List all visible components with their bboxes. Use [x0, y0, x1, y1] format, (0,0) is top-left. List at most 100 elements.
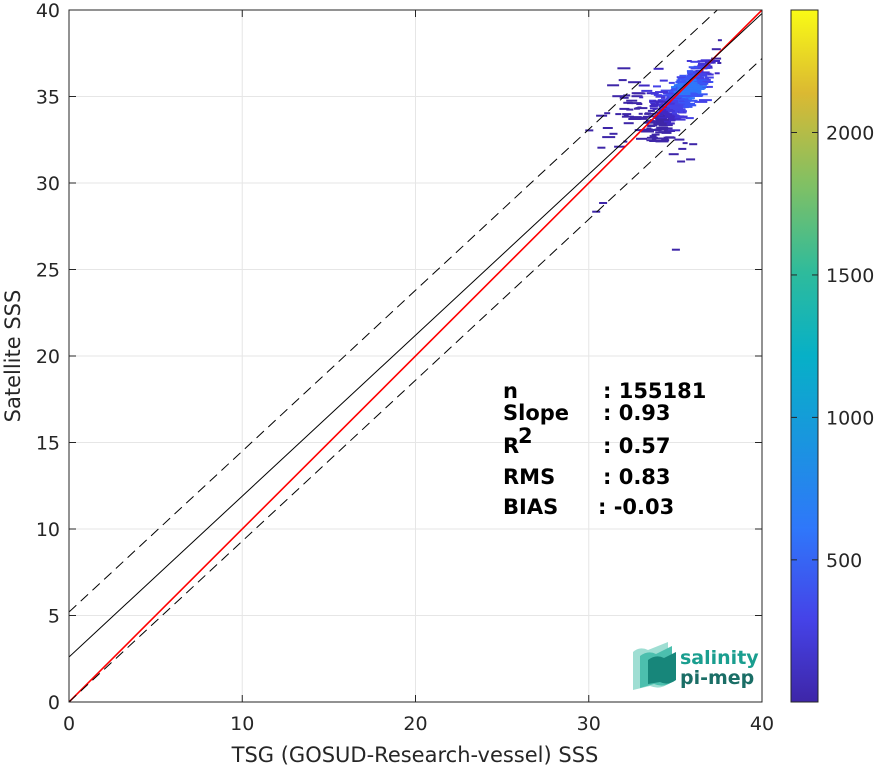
- density-cell: [637, 106, 642, 109]
- density-cell: [667, 115, 676, 118]
- density-cell: [681, 95, 693, 97]
- density-cell: [639, 130, 646, 132]
- density-cell: [676, 79, 681, 82]
- density-cell: [711, 48, 721, 51]
- density-cell: [647, 112, 657, 115]
- density-cell: [623, 101, 633, 104]
- density-cell: [687, 81, 698, 84]
- density-cell: [664, 120, 671, 123]
- density-cell: [666, 123, 671, 126]
- density-cell: [653, 120, 658, 123]
- density-cell: [661, 112, 670, 115]
- density-cell: [671, 86, 676, 89]
- density-cell: [650, 92, 656, 94]
- density-cell: [682, 78, 692, 81]
- density-cell: [694, 81, 703, 84]
- density-cell: [612, 95, 625, 98]
- density-cell: [660, 127, 673, 130]
- density-cell: [655, 120, 666, 123]
- density-cell: [674, 138, 685, 141]
- density-cell: [646, 92, 654, 95]
- density-cell: [626, 108, 634, 111]
- density-cell: [647, 109, 655, 112]
- density-cell: [652, 108, 657, 110]
- density-cell: [674, 92, 679, 95]
- density-cell: [637, 116, 648, 119]
- density-cell: [621, 115, 634, 118]
- density-cell: [617, 67, 631, 70]
- density-cell: [674, 104, 684, 107]
- density-cell: [666, 105, 679, 108]
- density-cell: [659, 99, 667, 102]
- density-cell: [670, 100, 678, 102]
- density-cell: [619, 96, 629, 99]
- y-tick-label: 10: [36, 519, 60, 541]
- density-cell: [641, 89, 653, 92]
- density-cell: [689, 70, 699, 73]
- colorbar-tick-label: 1500: [826, 265, 874, 287]
- density-cell: [667, 129, 681, 132]
- line-1:1: [69, 10, 762, 702]
- colorbar-tick-label: 1000: [826, 407, 874, 429]
- density-cell: [661, 94, 666, 97]
- x-tick-label: 30: [577, 713, 601, 735]
- density-cell: [658, 131, 666, 134]
- stat-value: : 0.57: [603, 434, 671, 458]
- density-cell: [609, 132, 618, 135]
- density-cell: [626, 99, 638, 102]
- density-cell: [658, 114, 664, 117]
- density-cell: [690, 67, 702, 70]
- density-cell: [700, 85, 713, 88]
- density-cell: [650, 101, 656, 104]
- density-cell: [653, 67, 664, 70]
- density-cell: [628, 81, 642, 84]
- density-cell: [697, 60, 704, 63]
- density-cell: [592, 210, 601, 213]
- logo-line1: salinity: [680, 647, 759, 669]
- density-cell: [682, 90, 689, 93]
- density-cell: [682, 105, 693, 108]
- density-cell: [655, 95, 666, 98]
- density-cell: [596, 114, 608, 117]
- y-tick-label: 20: [36, 346, 60, 368]
- density-cell: [693, 88, 705, 90]
- density-cell: [667, 110, 675, 113]
- density-cell: [679, 110, 684, 113]
- density-cell: [717, 62, 722, 64]
- density-cell: [678, 91, 685, 94]
- line-fit: [69, 13, 762, 658]
- density-cell: [692, 79, 700, 82]
- density-cell: [698, 99, 712, 102]
- y-tick-label: 5: [48, 606, 60, 628]
- density-cell: [684, 85, 695, 88]
- density-cell: [696, 73, 706, 76]
- y-tick-label: 30: [36, 173, 60, 195]
- density-cell: [631, 95, 643, 98]
- density-cell: [686, 158, 696, 161]
- density-cell: [657, 118, 669, 121]
- regression-lines: [69, 10, 762, 702]
- density-cell: [666, 108, 674, 111]
- line-lower: [69, 58, 762, 702]
- density-cell: [659, 124, 671, 126]
- density-cell: [659, 79, 668, 82]
- density-cell: [651, 136, 657, 139]
- density-cell: [628, 118, 642, 120]
- stat-label: BIAS: [503, 495, 558, 519]
- density-cell: [653, 123, 662, 126]
- density-cell: [641, 130, 654, 133]
- density-cell: [614, 145, 626, 148]
- density-cell: [623, 140, 628, 143]
- density-cell: [653, 94, 662, 97]
- density-cell: [674, 95, 683, 98]
- line-upper: [69, 10, 719, 613]
- density-cell: [636, 137, 647, 140]
- density-cell: [679, 96, 686, 99]
- stat-value: : 155181: [603, 379, 706, 403]
- density-cell: [687, 73, 693, 76]
- density-cell: [670, 107, 683, 109]
- stat-label: Slope: [503, 401, 569, 425]
- density-cell: [678, 93, 688, 96]
- density-cell: [668, 122, 675, 125]
- density-cell: [692, 91, 702, 94]
